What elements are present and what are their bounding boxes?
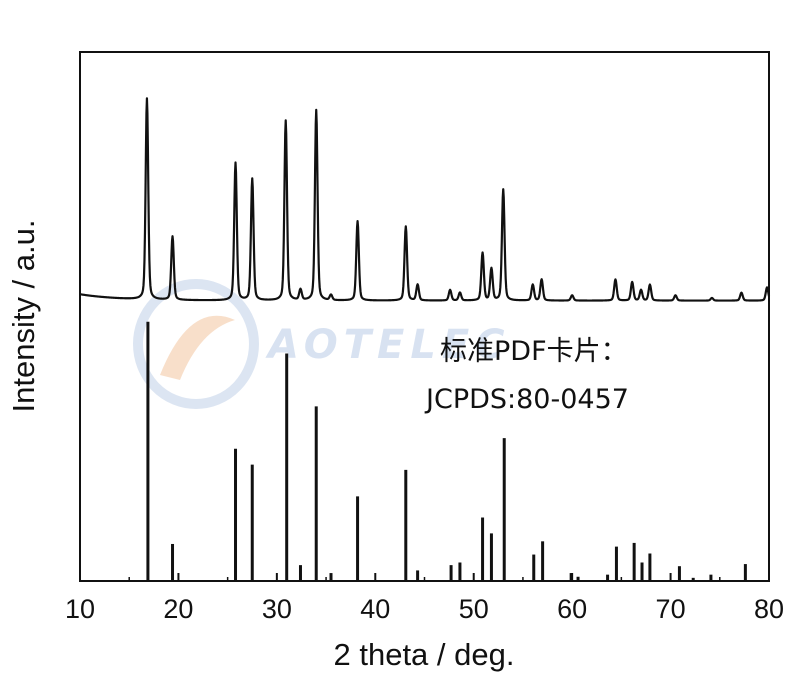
x-tick-label: 30 (262, 594, 292, 624)
x-axis-tick-labels: 10 20 30 40 50 60 70 80 (65, 594, 784, 624)
y-axis-label: Intensity / a.u. (6, 220, 41, 413)
x-tick-label: 20 (163, 594, 193, 624)
x-tick-label: 70 (656, 594, 686, 624)
x-axis-label: 2 theta / deg. (334, 637, 515, 672)
reference-sticks (146, 321, 747, 581)
x-axis-ticks (79, 573, 770, 581)
watermark-logo-icon (133, 279, 259, 409)
x-tick-label: 80 (754, 594, 784, 624)
x-tick-label: 40 (360, 594, 390, 624)
x-tick-label: 50 (459, 594, 489, 624)
watermark-logo-swirl-icon (160, 315, 235, 380)
annotation-jcpds-number: JCPDS:80-0457 (424, 384, 629, 415)
watermark-text: AOTELEC (265, 322, 511, 368)
watermark: AOTELEC (133, 279, 511, 409)
measured-pattern-line (79, 97, 771, 302)
x-tick-label: 60 (557, 594, 587, 624)
x-tick-label: 10 (65, 594, 95, 624)
annotation-standard-card: 标准PDF卡片： (440, 336, 628, 367)
plot-frame (79, 51, 770, 582)
